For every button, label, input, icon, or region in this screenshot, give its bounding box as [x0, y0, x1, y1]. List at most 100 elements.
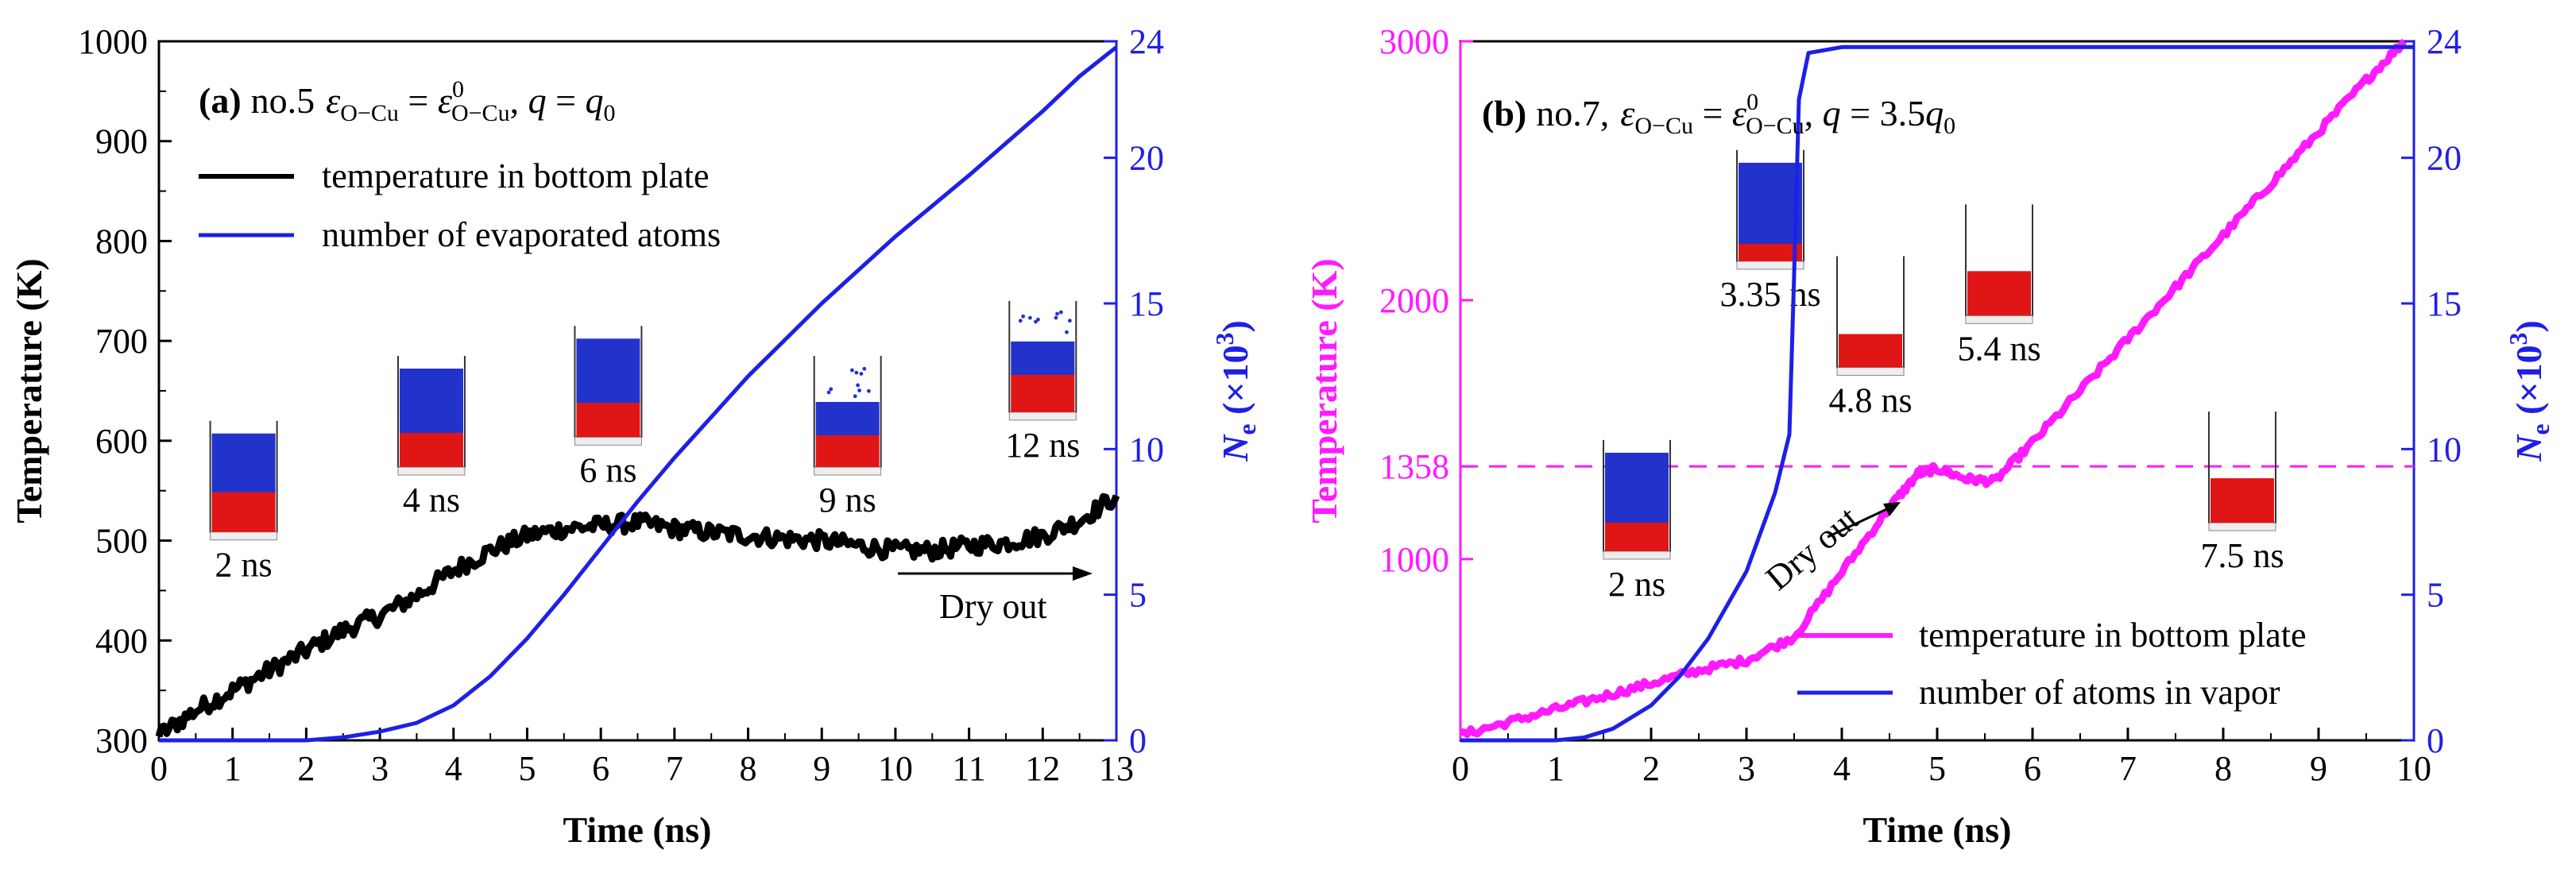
eps-a: ε [326, 80, 341, 121]
y-right-tick-label-b-2: 10 [2427, 430, 2462, 469]
snapshot-atom-a-3-7 [850, 368, 854, 373]
snapshot-atom-a-4-6 [1021, 314, 1026, 319]
ylabel-right-exp-a: 3 [1210, 332, 1239, 345]
y-left-tick-label-a-4: 700 [95, 322, 148, 361]
panel-a: 0 1 2 3 4 5 6 7 8 9 10 11 12 13 300400500600700800900… [9, 22, 1261, 850]
snapshot-a-1: 4 ns [396, 356, 466, 520]
q0-b: q [1925, 93, 1944, 133]
sep-a: , [510, 80, 528, 121]
y-right-tick-label-a-3: 15 [1129, 284, 1164, 323]
snapshot-label-b-2: 5.4 ns [1957, 329, 2040, 368]
snapshot-atom-a-4-8 [1067, 319, 1072, 323]
ylabel-right-sub-b: e [2526, 423, 2555, 435]
panel-title-a: (a) no.5 εO−Cu = ε0 O−Cu, q = q0 [199, 76, 616, 126]
x-axis-title-a: Time (ns) [563, 809, 712, 850]
ylabel-right-rest-a: (×10 [1215, 345, 1255, 423]
q-a: q [528, 80, 547, 121]
legend-label-vapor-b: number of atoms in vapor [1919, 673, 2280, 712]
snapshot-atom-a-4-0 [1018, 319, 1023, 323]
eps2-sup-b: 0 [1746, 89, 1758, 115]
x-tick-label-a-2: 2 [297, 749, 315, 788]
ylabel-right-close-b: ) [2508, 320, 2549, 332]
snapshot-atom-a-3-9 [867, 388, 871, 393]
q-b: q [1823, 93, 1841, 133]
y-left-tick-label-b-0: 1000 [1379, 540, 1449, 579]
panel-b: 0 1 2 3 4 5 6 7 8 9 10 1000 1358 2000 3000 0 5 10 15 20 24… [1304, 22, 2555, 850]
x-tick-label-a-12: 12 [1025, 749, 1060, 788]
snapshot-b-3: 2 ns [1603, 439, 1671, 604]
snapshot-label-a-4: 12 ns [1005, 426, 1080, 465]
snapshot-liquid-a-1 [399, 428, 463, 467]
ylabel-right-sub-a: e [1232, 423, 1261, 435]
y-left-tick-label-b-2: 2000 [1379, 281, 1449, 320]
panel-title-b: (b) no.7, εO−Cu = ε0 O−Cu, q = 3.5q0 [1482, 89, 1955, 139]
snapshot-atom-a-4-7 [1034, 319, 1038, 324]
q-eq-a: = [547, 80, 586, 121]
sep-b: , [1804, 93, 1823, 133]
snapshot-atom-a-3-6 [862, 366, 867, 371]
snapshot-plate-a-4 [1008, 411, 1077, 421]
ylabel-right-main-b: N [2508, 434, 2549, 462]
y-right-tick-label-a-1: 5 [1129, 576, 1147, 615]
snapshot-a-3: 9 ns [813, 356, 882, 520]
q-eq-b: = 3.5 [1841, 93, 1925, 133]
snapshot-liquid-a-2 [576, 398, 640, 438]
snapshot-b-2: 5.4 ns [1957, 204, 2041, 368]
snapshot-atom-a-4-9 [1055, 311, 1059, 316]
ylabel-right-rest-b: (×10 [2508, 345, 2549, 423]
ylabel-right-exp-b: 3 [2504, 332, 2532, 345]
y-ticks-right-a: 0 5 10 15 20 24 [1104, 22, 1164, 760]
panel-title-text-a: no.5 [251, 80, 315, 121]
y-left-tick-label-b-3: 3000 [1379, 22, 1449, 61]
snapshot-plate-b-2 [1965, 315, 2033, 324]
y-left-tick-label-b-1: 1358 [1379, 447, 1449, 486]
legend-label-temp-a: temperature in bottom plate [322, 156, 710, 195]
eps2-sub-b: O−Cu [1746, 113, 1804, 139]
snapshot-plate-b-1 [1836, 367, 1905, 377]
snapshot-liquid-a-0 [211, 487, 276, 532]
y-right-tick-label-b-5: 24 [2427, 22, 2462, 61]
y-right-tick-label-b-4: 20 [2427, 139, 2462, 178]
legend-label-evap-a: number of evaporated atoms [322, 215, 721, 254]
x-tick-label-a-6: 6 [592, 749, 609, 788]
snapshot-atom-a-4-3 [1065, 330, 1069, 334]
panel-title-text-b: no.7, [1536, 93, 1609, 133]
snapshot-vapor-a-1 [399, 369, 463, 433]
x-tick-label-b-3: 3 [1738, 749, 1755, 788]
snapshot-atom-a-4-2 [1028, 315, 1032, 320]
y-left-tick-label-a-0: 300 [95, 721, 148, 760]
y-axis-title-right-b: Ne (×103) [2504, 320, 2555, 462]
snapshot-label-b-3: 2 ns [1608, 565, 1665, 604]
y-right-tick-label-b-1: 5 [2427, 576, 2444, 615]
x-ticks-a: 0 1 2 3 4 5 6 7 8 9 10 11 12 13 [150, 728, 1134, 788]
snapshot-vapor-a-4 [1011, 341, 1075, 375]
snapshot-liquid-b-1 [1839, 334, 1902, 368]
y-right-tick-label-a-4: 20 [1129, 139, 1164, 178]
dry-out-label-b: Dry out [1758, 499, 1866, 598]
dry-out-arrow-b [1827, 504, 1896, 539]
panel-label-a: (a) [199, 80, 242, 121]
x-tick-label-b-8: 8 [2214, 749, 2232, 788]
y-ticks-right-b: 0 5 10 15 20 24 [2401, 22, 2462, 760]
eps-eq-a: = [399, 80, 438, 121]
snapshot-vapor-a-2 [576, 338, 640, 404]
snapshot-atom-a-4-1 [1054, 315, 1058, 320]
y-right-tick-label-b-3: 15 [2427, 284, 2462, 323]
snapshot-vapor-b-0 [1739, 162, 1802, 244]
y-left-tick-label-a-7: 1000 [78, 22, 148, 61]
q0-sub-a: 0 [604, 100, 616, 126]
snapshot-liquid-b-2 [1967, 271, 2031, 316]
x-tick-label-b-1: 1 [1547, 749, 1565, 788]
snapshot-b-1: 4.8 ns [1828, 256, 1913, 420]
eps-sub-b: O−Cu [1634, 113, 1693, 139]
snapshot-atom-a-3-1 [853, 394, 857, 399]
snapshot-plate-a-0 [210, 531, 278, 541]
x-tick-label-a-9: 9 [813, 749, 830, 788]
x-tick-label-a-0: 0 [150, 749, 168, 788]
snapshot-plate-b-4 [2208, 522, 2276, 531]
y-right-tick-label-b-0: 0 [2427, 721, 2444, 760]
snapshot-a-4: 12 ns [1005, 300, 1080, 465]
eps2-sub-a: O−Cu [451, 100, 510, 126]
dry-out-label-a: Dry out [939, 587, 1047, 626]
